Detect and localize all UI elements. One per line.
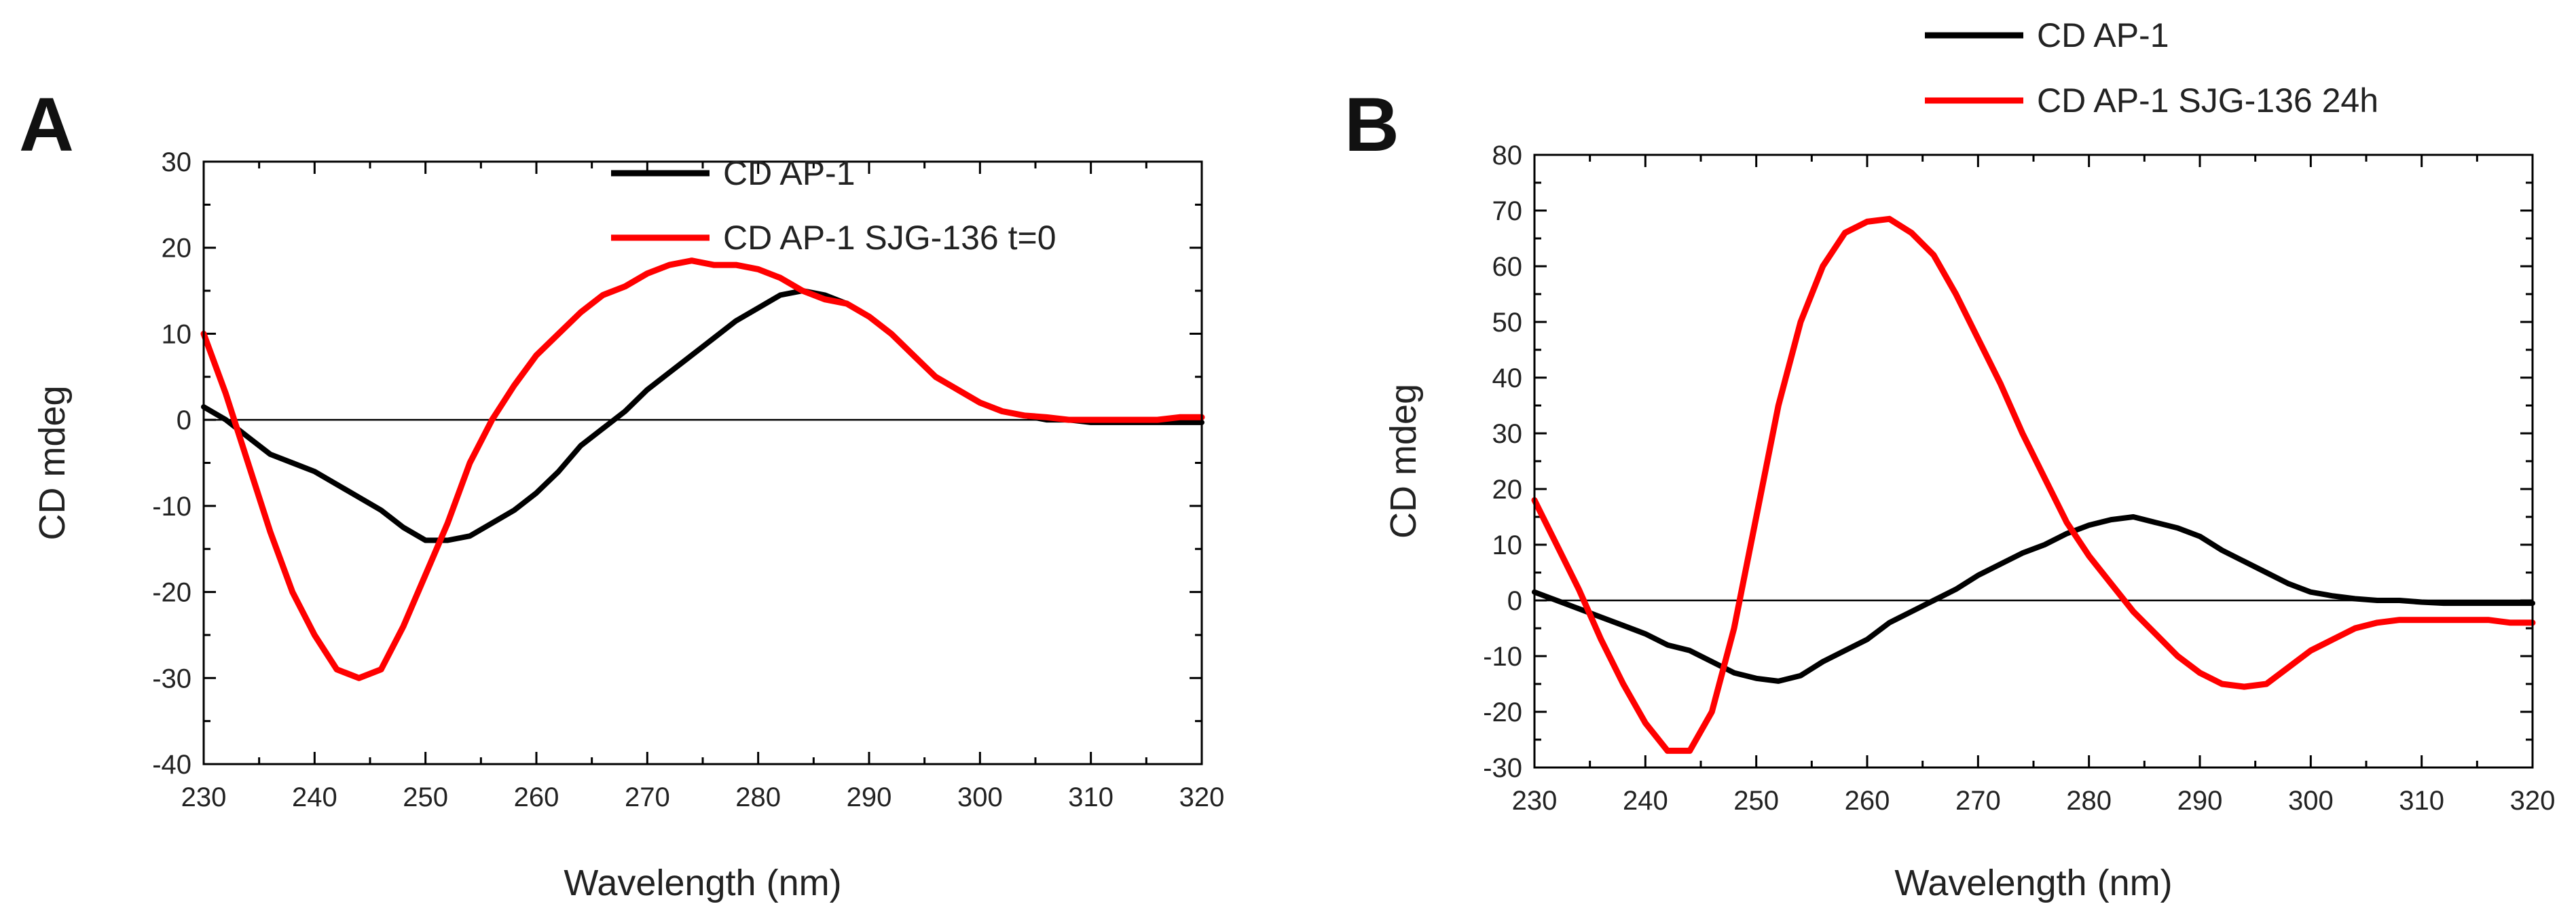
series-line-ap1: [1532, 514, 2535, 684]
plot-frame: [202, 160, 1203, 765]
x-tick-label: 260: [1845, 786, 1890, 816]
x-tick-label: 280: [2066, 786, 2112, 816]
y-tick-label: -20: [1483, 698, 1522, 727]
y-tick-label: 60: [1492, 252, 1523, 282]
x-tick-label: 270: [1955, 786, 2001, 816]
plot-frame: [1533, 154, 2534, 769]
x-tick-label: 270: [625, 782, 670, 812]
y-tick-label: 10: [162, 319, 192, 349]
axis-ticks-group: [1533, 154, 2534, 769]
panel-letter: B: [1344, 82, 1399, 167]
tick-labels-group: 230 240 250 260 270 280 290 300 310 320-40-30-20-…: [152, 147, 1224, 812]
y-tick-label: 20: [162, 234, 192, 264]
y-tick-label: -30: [1483, 753, 1522, 783]
y-axis-label: CD mdeg: [1383, 384, 1424, 539]
x-tick-label: 300: [2288, 786, 2334, 816]
y-tick-label: 80: [1492, 141, 1523, 170]
x-tick-label: 250: [1733, 786, 1779, 816]
y-tick-label: 30: [162, 147, 192, 177]
y-tick-label: 40: [1492, 363, 1523, 393]
x-tick-label: 250: [403, 782, 448, 812]
x-tick-label: 310: [1068, 782, 1114, 812]
series-group: [200, 257, 1205, 681]
x-tick-label: 310: [2399, 786, 2444, 816]
y-tick-label: 10: [1492, 530, 1523, 560]
y-tick-label: -40: [152, 750, 191, 780]
panel-letter: A: [19, 82, 74, 167]
y-tick-label: -10: [1483, 642, 1522, 672]
x-tick-label: 230: [181, 782, 227, 812]
y-tick-label: 0: [177, 405, 191, 435]
x-tick-label: 230: [1512, 786, 1558, 816]
y-tick-label: 50: [1492, 308, 1523, 338]
x-tick-label: 320: [2510, 786, 2556, 816]
x-tick-label: 260: [514, 782, 559, 812]
x-axis-label: Wavelength (nm): [564, 863, 841, 903]
x-tick-label: 240: [292, 782, 337, 812]
y-tick-label: 70: [1492, 196, 1523, 226]
legend-label-sjg: CD AP-1 SJG-136 t=0: [723, 219, 1056, 257]
x-tick-label: 240: [1623, 786, 1668, 816]
series-line-sjg: [200, 257, 1205, 681]
panel-b: B 230 240 250 260 270 280 290 300 310 320-30-20-1…: [1344, 16, 2555, 903]
series-line-sjg: [1531, 215, 2536, 754]
tick-labels-group: 230 240 250 260 270 280 290 300 310 320 -30 -20 -10 0…: [1483, 141, 2555, 816]
series-group: [1531, 215, 2536, 754]
y-tick-label: 30: [1492, 419, 1523, 449]
legend: CD AP-1 CD AP-1 SJG-136 24h: [1925, 16, 2378, 120]
x-axis-label: Wavelength (nm): [1894, 863, 2172, 903]
legend: CD AP-1 CD AP-1 SJG-136 t=0: [611, 154, 1056, 257]
y-tick-label: 0: [1507, 586, 1522, 616]
x-tick-label: 290: [2177, 786, 2223, 816]
x-tick-label: 300: [957, 782, 1003, 812]
panel-a: A 230 240 250 260 270 280 290 300 310 320-40-30-2…: [19, 82, 1224, 903]
x-tick-label: 290: [847, 782, 892, 812]
legend-label-ap1: CD AP-1: [723, 154, 855, 192]
y-axis-label: CD mdeg: [32, 385, 73, 540]
legend-label-ap1: CD AP-1: [2037, 16, 2169, 54]
x-tick-label: 280: [735, 782, 781, 812]
legend-label-sjg: CD AP-1 SJG-136 24h: [2037, 82, 2378, 120]
y-tick-label: -10: [152, 492, 191, 522]
y-tick-label: -20: [152, 578, 191, 608]
y-tick-label: 20: [1492, 475, 1523, 505]
y-tick-label: -30: [152, 664, 191, 693]
x-tick-label: 320: [1179, 782, 1225, 812]
